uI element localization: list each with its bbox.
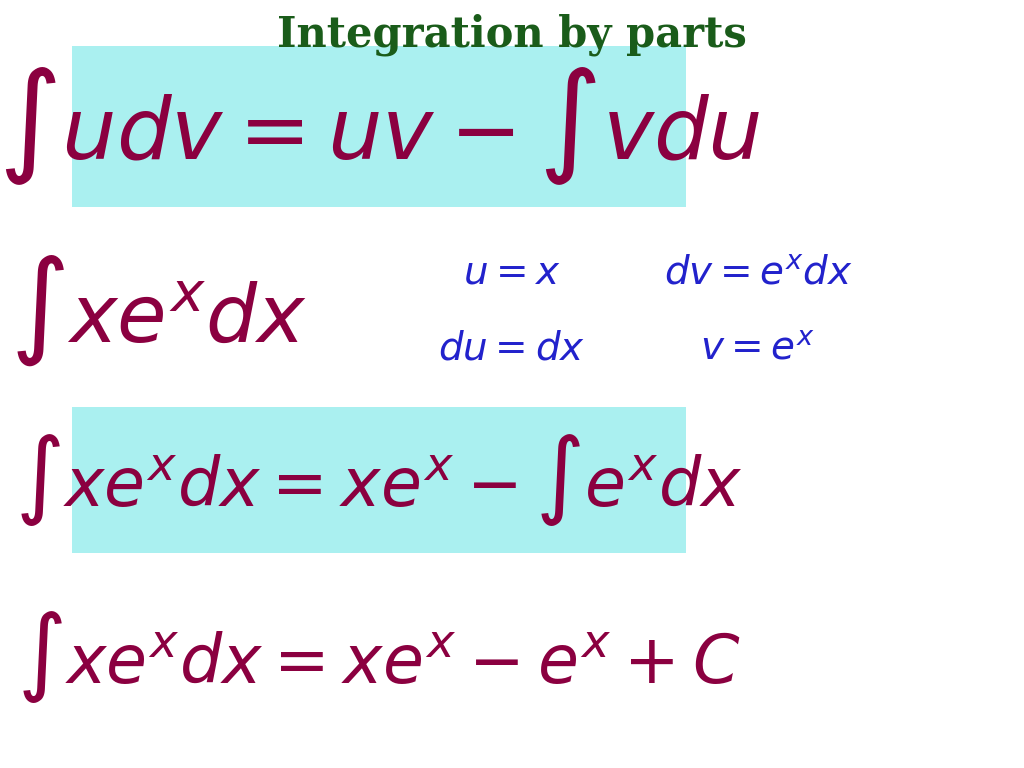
Text: $\int xe^x dx = xe^x - \int e^x dx$: $\int xe^x dx = xe^x - \int e^x dx$	[15, 432, 742, 528]
Text: $du = dx$: $du = dx$	[438, 331, 586, 368]
Text: $\int xe^x dx = xe^x - e^x + C$: $\int xe^x dx = xe^x - e^x + C$	[16, 608, 741, 705]
Text: Integration by parts: Integration by parts	[278, 13, 746, 56]
Text: $u = x$: $u = x$	[463, 254, 561, 291]
Text: $v = e^x$: $v = e^x$	[700, 331, 815, 368]
FancyBboxPatch shape	[72, 407, 686, 553]
Text: $\int udv = uv - \int vdu$: $\int udv = uv - \int vdu$	[0, 65, 760, 187]
Text: $dv = e^x dx$: $dv = e^x dx$	[664, 254, 852, 291]
Text: $\int xe^x dx$: $\int xe^x dx$	[10, 253, 307, 369]
FancyBboxPatch shape	[72, 46, 686, 207]
